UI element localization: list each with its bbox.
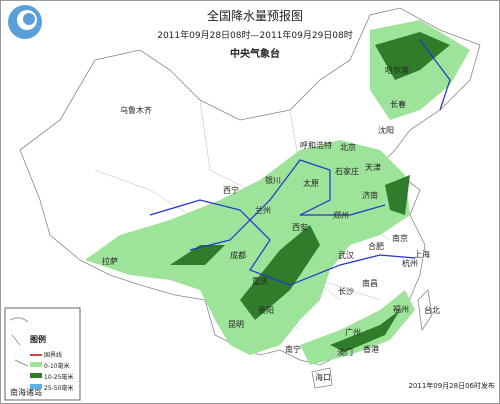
city-label: 合肥 xyxy=(368,241,384,251)
city-label: 乌鲁木齐 xyxy=(120,105,152,115)
legend-item: 0-10毫米 xyxy=(44,362,70,370)
city-label: 武汉 xyxy=(338,250,354,260)
city-label: 澳门 xyxy=(337,347,353,357)
city-label: 台北 xyxy=(424,305,440,315)
period: 2011年09月28日08时—2011年09月29日08时 xyxy=(157,29,353,41)
city-label: 长春 xyxy=(390,99,406,109)
city-label: 兰州 xyxy=(255,205,271,215)
city-label: 哈尔滨 xyxy=(385,65,409,75)
city-label: 南宁 xyxy=(285,344,301,354)
city-label: 天津 xyxy=(365,162,381,172)
city-label: 上海 xyxy=(414,249,430,259)
city-label: 郑州 xyxy=(333,210,349,220)
city-label: 银川 xyxy=(265,175,281,185)
inset-label: 南海诸岛 xyxy=(10,387,42,397)
city-label: 南京 xyxy=(392,233,408,243)
title: 全国降水量预报图 xyxy=(207,8,303,23)
city-label: 拉萨 xyxy=(102,256,118,266)
legend-swatch xyxy=(30,384,42,389)
city-label: 海口 xyxy=(315,372,331,382)
city-label: 呼和浩特 xyxy=(300,140,332,150)
city-label: 西安 xyxy=(292,222,308,232)
city-label: 贵阳 xyxy=(258,305,274,315)
legend-title: 图例 xyxy=(30,334,46,344)
city-label: 太原 xyxy=(303,178,319,188)
city-label: 沈阳 xyxy=(378,125,394,135)
rain-areas xyxy=(85,20,470,365)
legend-swatch xyxy=(30,362,42,367)
city-label: 石家庄 xyxy=(335,166,359,176)
city-label: 香港 xyxy=(363,344,379,354)
city-label: 成都 xyxy=(230,250,246,260)
city-label: 广州 xyxy=(345,327,361,337)
footer: 2011年09月28日06时发布 xyxy=(408,381,495,390)
legend-item: 25-50毫米 xyxy=(44,384,73,392)
city-label: 济南 xyxy=(362,190,378,200)
rivers xyxy=(149,39,451,286)
inset: 南海诸岛 图例 国界线 0-10毫米 10-25毫米 25-50毫米 xyxy=(4,307,81,401)
city-label: 西宁 xyxy=(223,185,239,195)
logo xyxy=(8,5,42,39)
issuer: 中央气象台 xyxy=(230,47,280,60)
city-label: 南昌 xyxy=(362,278,378,288)
city-label: 福州 xyxy=(393,305,409,314)
legend-item: 10-25毫米 xyxy=(44,373,73,381)
city-label: 昆明 xyxy=(228,320,244,329)
city-label: 杭州 xyxy=(402,258,418,268)
city-label: 北京 xyxy=(340,142,356,152)
legend-swatch xyxy=(30,373,42,378)
legend-item: 国界线 xyxy=(44,351,62,359)
city-label: 长沙 xyxy=(338,286,354,296)
city-label: 重庆 xyxy=(252,276,268,286)
